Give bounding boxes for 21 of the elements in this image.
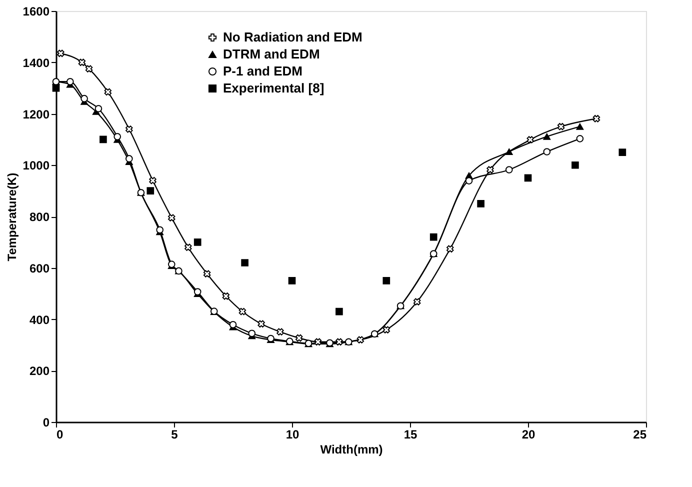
x-axis-title: Width(mm) (320, 442, 383, 456)
y-tick-label: 800 (29, 210, 50, 224)
x-tick-label: 10 (286, 428, 300, 442)
y-tick-label: 200 (29, 364, 50, 378)
y-tick-label: 1200 (22, 107, 50, 122)
x-tick-label: 0 (56, 428, 64, 442)
x-tick-label: 20 (522, 428, 536, 442)
x-tick-label: 25 (633, 428, 647, 442)
x-tick-label: 15 (404, 428, 418, 442)
y-tick-label: 1000 (22, 158, 50, 173)
y-tick-label: 1600 (22, 4, 50, 18)
legend-label: DTRM and EDM (223, 46, 320, 62)
legend-label: P-1 and EDM (223, 64, 302, 78)
x-tick-label: 5 (171, 428, 178, 442)
legend-label: No Radiation and EDM (223, 30, 362, 44)
y-tick-label: 600 (29, 261, 50, 276)
y-tick-label: 1400 (22, 56, 50, 70)
y-tick-label: 0 (42, 416, 50, 430)
y-tick-label: 400 (29, 312, 50, 327)
legend-label: Experimental [8] (223, 80, 324, 96)
y-axis-title: Temperature(K) (4, 172, 19, 262)
